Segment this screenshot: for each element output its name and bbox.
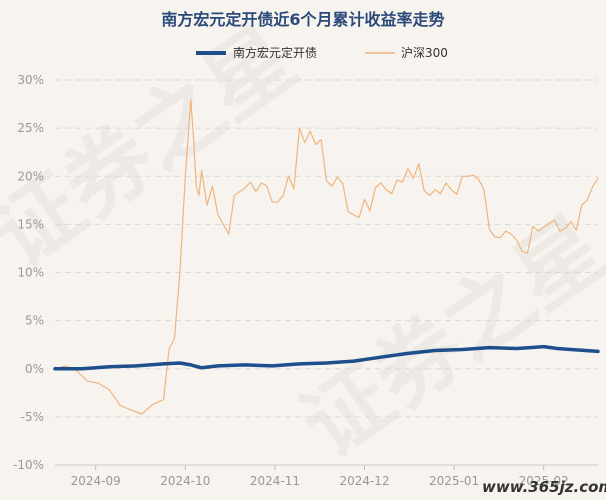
x-axis-ticks: 2024-09 2024-10 2024-11 2024-12 2025-01 2025-… bbox=[71, 465, 569, 488]
y-tick-label: 10% bbox=[17, 266, 44, 280]
x-tick-label: 2024-12 bbox=[339, 474, 389, 488]
series-line-index bbox=[54, 98, 599, 415]
y-axis-ticks: 30% 25% 20% 15% 10% 5% 0% -5% -10% bbox=[13, 73, 44, 472]
x-tick-label: 2025-01 bbox=[429, 474, 479, 488]
series-lines bbox=[53, 98, 600, 415]
x-tick-label: 2024-11 bbox=[250, 474, 300, 488]
legend: 南方宏元定开债 沪深300 bbox=[196, 45, 448, 60]
y-tick-label: 20% bbox=[17, 169, 44, 183]
site-label: www.365jz.com bbox=[482, 478, 606, 496]
chart-title: 南方宏元定开债近6个月累计收益率走势 bbox=[161, 10, 444, 29]
x-tick-label: 2024-10 bbox=[160, 474, 210, 488]
x-tick-label: 2024-09 bbox=[71, 474, 121, 488]
legend-label-fund: 南方宏元定开债 bbox=[233, 45, 317, 60]
grid bbox=[55, 79, 598, 466]
watermark-layer: 证券之星 证券之星 bbox=[0, 8, 606, 477]
y-tick-label: 15% bbox=[17, 217, 44, 231]
legend-label-index: 沪深300 bbox=[401, 46, 448, 60]
y-tick-label: -5% bbox=[21, 410, 44, 424]
y-tick-label: 30% bbox=[17, 73, 44, 87]
x-tick-label: 2025-02 bbox=[519, 474, 569, 488]
y-tick-label: 25% bbox=[17, 121, 44, 135]
series-line-fund bbox=[53, 344, 600, 371]
y-tick-label: 0% bbox=[25, 362, 44, 376]
y-tick-label: 5% bbox=[25, 314, 44, 328]
watermark-text: 证券之星 bbox=[285, 198, 606, 477]
y-tick-label: -10% bbox=[13, 458, 44, 472]
